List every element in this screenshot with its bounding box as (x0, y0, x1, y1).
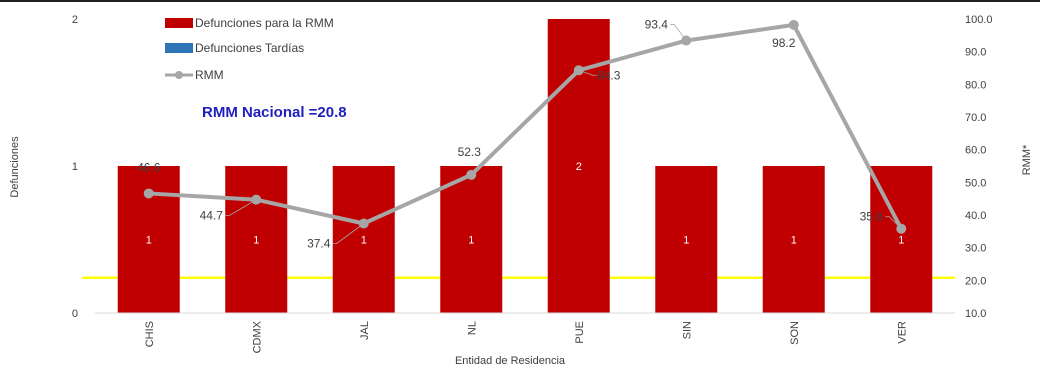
y-tick-label: 0 (72, 308, 78, 320)
y2-tick-label: 100.0 (965, 14, 993, 26)
bar-son (762, 166, 825, 313)
y2-axis-title: RMM* (1021, 144, 1033, 175)
axes-group: CHIS CDMX JAL NL PUE SIN SON VER 0 1 2 10.0 20.0 30.0… (72, 14, 993, 353)
y2-tick-label: 60.0 (965, 145, 986, 157)
rmm-value-label: 84.3 (597, 68, 621, 82)
bar-cdmx (225, 166, 288, 313)
bar-value-label: 1 (361, 235, 367, 247)
bar-value-label: 1 (468, 235, 474, 247)
bar-value-label: 1 (791, 235, 797, 247)
legend-label-rmm: RMM (195, 68, 224, 82)
rmm-value-label: 52.3 (458, 145, 482, 159)
rmm-label-leader (885, 216, 902, 230)
y-tick-label: 1 (72, 161, 78, 173)
x-tick-cdmx: CDMX (251, 320, 263, 353)
rmm-point-nl (466, 169, 477, 180)
y-tick-label: 2 (72, 14, 78, 26)
x-tick-sin: SIN (681, 321, 693, 339)
rmm-value-label: 44.7 (200, 209, 224, 223)
x-tick-chis: CHIS (144, 321, 156, 347)
y2-tick-label: 30.0 (965, 243, 986, 255)
bar-value-label: 2 (576, 161, 582, 173)
bars-group: 1 1 1 1 2 1 1 1 (117, 19, 933, 313)
rmm-value-label: 46.6 (137, 160, 161, 174)
legend-swatch-late-deaths (165, 43, 193, 53)
legend-label-late-deaths: Defunciones Tardías (195, 41, 304, 55)
y2-tick-label: 80.0 (965, 79, 986, 91)
bar-value-label: 1 (253, 235, 259, 247)
bar-value-label: 1 (898, 235, 904, 247)
rmm-line-group: 46.6 44.7 37.4 52.3 84.3 93.4 98.2 35.8 (137, 18, 907, 250)
y2-tick-label: 70.0 (965, 112, 986, 124)
x-axis-title: Entidad de Residencia (455, 355, 566, 366)
x-tick-jal: JAL (359, 321, 371, 340)
bar-nl (440, 166, 503, 313)
rmm-label-leader (225, 199, 257, 217)
rmm-line (148, 22, 904, 230)
y2-tick-label: 10.0 (965, 308, 986, 320)
rmm-label-leader (332, 223, 364, 244)
legend: Defunciones para la RMM Defunciones Tardí… (165, 16, 334, 82)
y2-tick-label: 90.0 (965, 47, 986, 59)
rmm-point-chis (143, 188, 154, 199)
y2-tick-label: 40.0 (965, 210, 986, 222)
rmm-value-label: 35.8 (860, 210, 884, 224)
bar-value-label: 1 (146, 235, 152, 247)
y2-tick-label: 20.0 (965, 275, 986, 287)
y2-tick-label: 50.0 (965, 177, 986, 189)
rmm-label-leader (670, 24, 687, 41)
bar-jal (332, 166, 395, 313)
bar-value-label: 1 (683, 235, 689, 247)
rmm-value-label: 98.2 (772, 36, 796, 50)
rmm-label-leader (578, 69, 597, 76)
rmm-value-label: 37.4 (307, 236, 331, 250)
rmm-value-label: 93.4 (645, 18, 669, 32)
legend-swatch-rmm-deaths (165, 18, 193, 28)
nacional-reference-label: RMM Nacional =20.8 (202, 104, 347, 121)
x-tick-son: SON (789, 321, 801, 345)
bar-sin (655, 166, 718, 313)
x-tick-nl: NL (466, 321, 478, 335)
y-axis-title: Defunciones (9, 136, 21, 198)
rmm-point-son (788, 19, 799, 30)
legend-swatch-rmm-marker (175, 71, 183, 79)
x-tick-ver: VER (896, 321, 908, 344)
legend-label-rmm-deaths: Defunciones para la RMM (195, 16, 334, 30)
x-tick-pue: PUE (574, 321, 586, 344)
